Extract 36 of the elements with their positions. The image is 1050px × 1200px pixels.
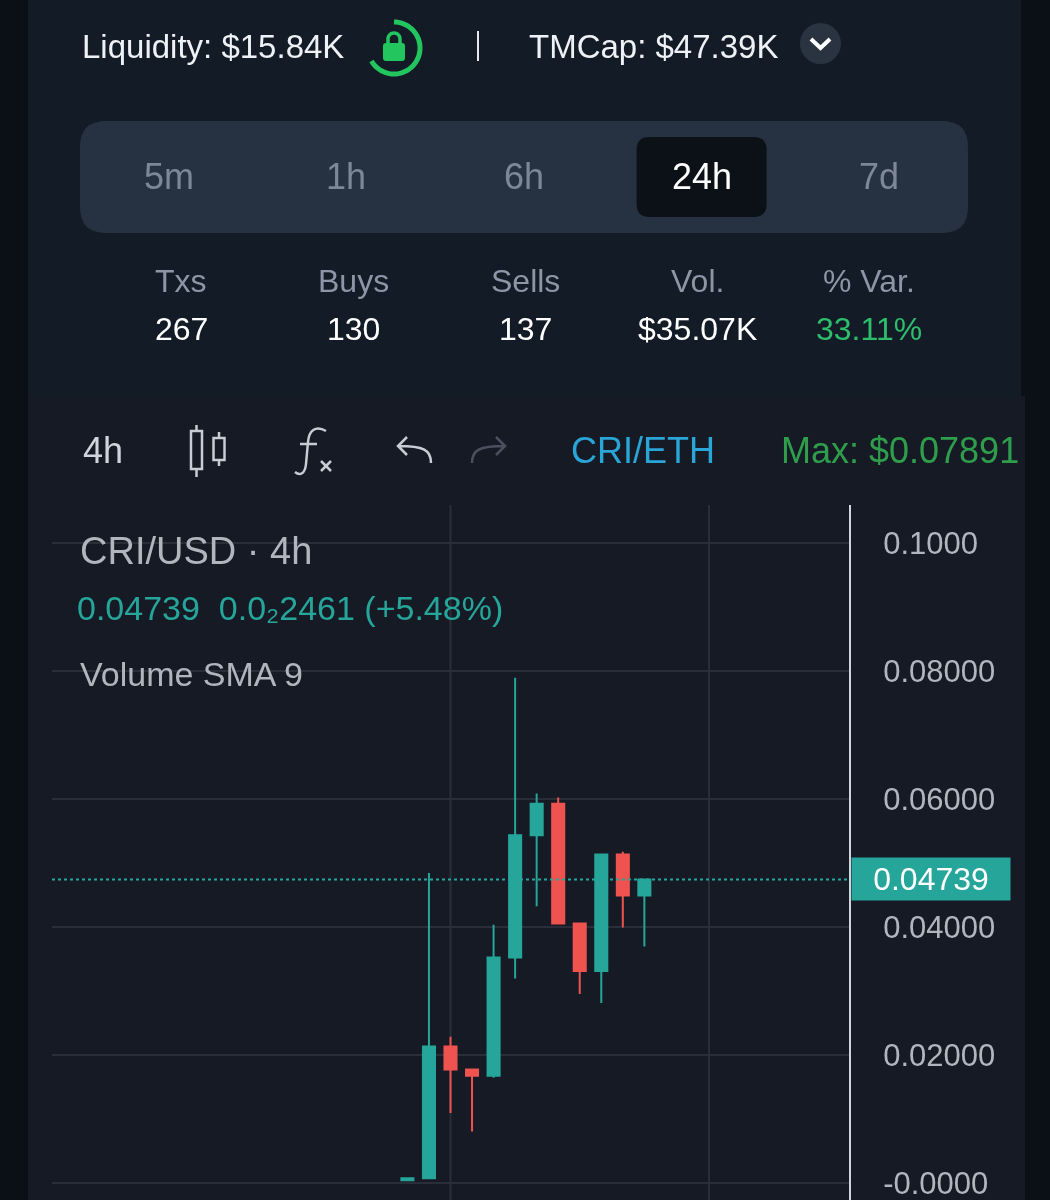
text: $35.07K: [638, 311, 758, 347]
category-label: 6h: [504, 156, 545, 197]
y-tick-label: 0.08000: [883, 653, 996, 689]
y-tick-label: 0.02000: [883, 1037, 996, 1073]
text: 130: [327, 311, 381, 347]
y-tick-label: 0.06000: [883, 781, 996, 817]
category-label: 4h: [83, 430, 124, 471]
text: 137: [499, 311, 553, 347]
candlestick: [615, 850, 630, 929]
annotation: Volume SMA 9: [80, 655, 304, 693]
candlestick: [572, 922, 587, 995]
text: 267: [155, 311, 209, 347]
text: 33.11%: [816, 311, 923, 347]
category-label: Sells: [491, 263, 561, 299]
category-label: 5m: [144, 156, 195, 197]
text: TMCap: $47.39K: [529, 28, 779, 65]
category-label: Txs: [155, 263, 207, 299]
ref-line-label: 0.04739: [873, 861, 989, 897]
text: Liquidity: $15.84K: [82, 28, 345, 65]
text: 0.04739 0.0₂2461 (+5.48%): [77, 589, 504, 627]
category-label: Vol.: [671, 263, 725, 299]
candlestick: [486, 923, 501, 1079]
candlestick: [465, 1067, 480, 1133]
category-label: 7d: [859, 156, 900, 197]
y-tick-label: 0.04000: [883, 909, 996, 945]
category-label: CRI/ETH: [571, 430, 715, 471]
category-label: % Var.: [823, 263, 915, 299]
candlestick: [443, 1035, 458, 1114]
y-tick-label: -0.0000: [883, 1165, 989, 1200]
category-label: Max: $0.07891: [781, 430, 1020, 471]
category-label: 24h: [672, 156, 733, 197]
category-label: Buys: [318, 263, 390, 299]
y-tick-label: 0.1000: [883, 525, 979, 561]
candlestick: [551, 796, 566, 925]
text: CRI/USD · 4h: [80, 530, 313, 572]
category-label: 1h: [326, 156, 367, 197]
